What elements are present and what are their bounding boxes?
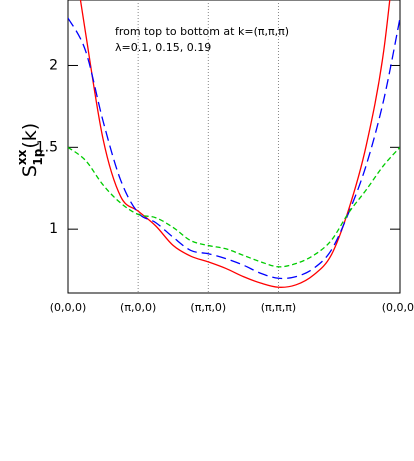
series-line — [68, 146, 400, 268]
y-label-sub: 1p — [31, 148, 45, 165]
y-label-base: S — [19, 165, 41, 177]
x-tick-label: (π,π,0) — [190, 301, 226, 314]
series-line — [68, 17, 400, 280]
x-tick-label: (0,0,0) — [50, 301, 87, 314]
plot-frame — [67, 0, 401, 294]
y-tick-label: 1.5 — [36, 139, 58, 155]
x-tick-label: (π,0,0) — [120, 301, 156, 314]
y-label-sup: xx — [15, 149, 29, 165]
annotation: from top to bottom at k=(π,π,π) — [115, 25, 289, 38]
series-line — [79, 0, 391, 288]
annotation: λ=0.1, 0.15, 0.19 — [115, 41, 211, 54]
x-tick-label: (0,0,0) — [382, 301, 414, 314]
y-axis-label: Sxx 1p(k) — [15, 123, 45, 177]
y-label-arg: (k) — [19, 123, 41, 149]
x-tick-label: (π,π,π) — [261, 301, 296, 314]
y-tick-label: 1 — [49, 221, 58, 237]
y-tick-label: 2 — [49, 57, 58, 73]
